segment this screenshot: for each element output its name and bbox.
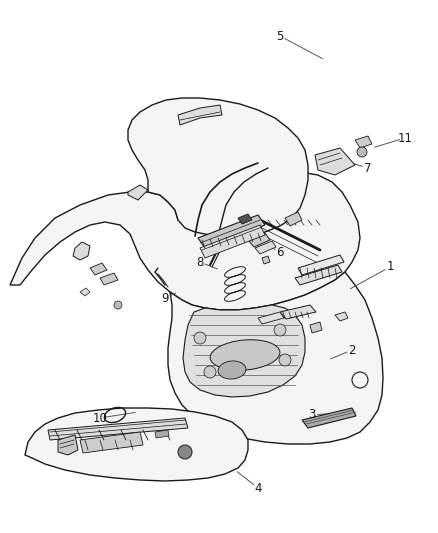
Polygon shape [168,272,383,444]
Polygon shape [285,212,302,226]
Ellipse shape [210,340,280,370]
Text: 8: 8 [196,255,204,269]
Polygon shape [100,273,118,285]
Polygon shape [198,215,265,248]
Circle shape [357,147,367,157]
Polygon shape [302,408,356,428]
Ellipse shape [218,361,246,379]
Polygon shape [48,418,188,440]
Polygon shape [178,105,222,125]
Polygon shape [238,214,252,224]
Polygon shape [255,241,276,254]
Polygon shape [200,225,265,258]
Polygon shape [335,312,348,321]
Text: 1: 1 [386,261,394,273]
Polygon shape [183,305,305,397]
Polygon shape [128,185,148,200]
Polygon shape [315,148,355,175]
Polygon shape [128,98,308,236]
Text: 9: 9 [161,292,169,304]
Text: 11: 11 [398,132,413,144]
Text: 6: 6 [276,246,284,259]
Polygon shape [248,233,270,247]
Polygon shape [280,305,316,319]
Text: 2: 2 [348,343,356,357]
Polygon shape [80,288,90,296]
Polygon shape [258,312,284,324]
Polygon shape [155,430,169,438]
Circle shape [204,366,216,378]
Text: 5: 5 [276,29,284,43]
Text: 7: 7 [364,161,372,174]
Polygon shape [355,136,372,148]
Circle shape [194,332,206,344]
Polygon shape [310,322,322,333]
Circle shape [279,354,291,366]
Text: 3: 3 [308,408,316,422]
Polygon shape [25,408,248,481]
Text: 10: 10 [92,411,107,424]
Circle shape [178,445,192,459]
Polygon shape [10,172,360,310]
Polygon shape [262,256,270,264]
Polygon shape [58,435,78,455]
Polygon shape [80,432,143,453]
Polygon shape [90,263,107,275]
Circle shape [114,301,122,309]
Circle shape [274,324,286,336]
Polygon shape [295,265,342,285]
Text: 4: 4 [254,481,262,495]
Polygon shape [73,242,90,260]
Polygon shape [298,255,344,275]
